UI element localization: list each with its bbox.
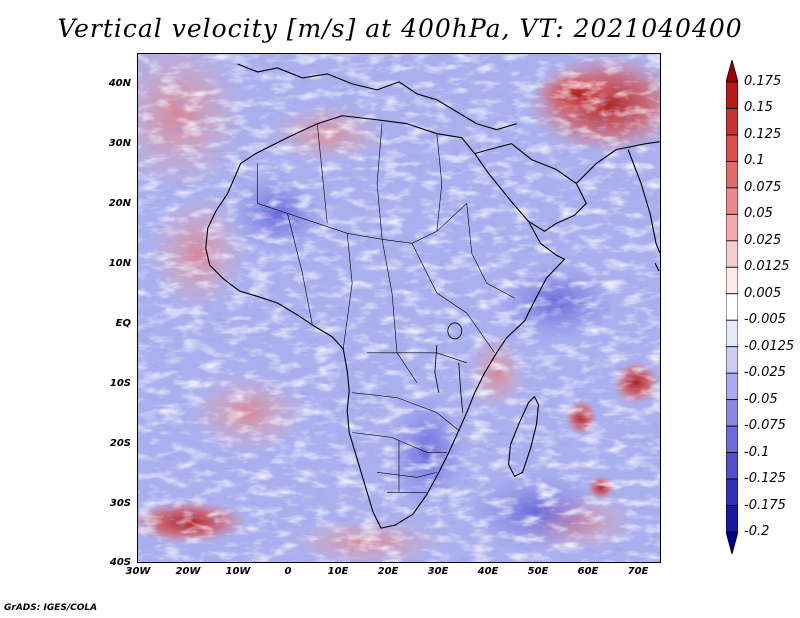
lat-label-40s: 40S: [109, 557, 131, 568]
lon-label-30e: 30E: [427, 566, 449, 577]
colorbar-label: -0.005: [744, 312, 786, 328]
colorbar-label: -0.025: [744, 365, 786, 381]
lon-label-10e: 10E: [327, 566, 349, 577]
chart-title: Vertical velocity [m/s] at 400hPa, VT: 2…: [57, 14, 743, 43]
lat-label-30s: 30S: [109, 498, 131, 509]
colorbar-segment: [726, 319, 738, 348]
colorbar-label: 0.05: [744, 206, 773, 222]
colorbar-segment: [726, 240, 738, 268]
coastlines: [205, 63, 660, 529]
colorbar-segment: [726, 505, 738, 533]
colorbar-segment: [726, 266, 738, 295]
colorbar-label: -0.2: [744, 524, 770, 539]
colorbar-segment: [726, 81, 738, 109]
colorbar-segment: [726, 187, 738, 215]
africa-coastline: [205, 115, 565, 529]
colorbar-top-arrow: [726, 60, 738, 83]
sri-lanka: [654, 262, 660, 272]
colorbar-label: -0.075: [744, 418, 786, 434]
colorbar-segment: [726, 372, 738, 401]
colorbar-label: 0.15: [744, 100, 773, 116]
colorbar-segments: [726, 60, 738, 554]
lat-label-40n: 40N: [108, 78, 131, 89]
colorbar-segment: [726, 478, 738, 506]
lat-label-eq: EQ: [115, 318, 131, 329]
grads-footer: GrADS: IGES/COLA: [4, 603, 98, 613]
map-plot-area[interactable]: [137, 53, 661, 563]
lat-label-10s: 10S: [109, 378, 131, 389]
colorbar-segment: [726, 346, 738, 374]
colorbar-segment: [726, 213, 738, 242]
india-coastline: [627, 149, 660, 254]
lat-label-20s: 20S: [109, 438, 131, 449]
colorbar-bottom-arrow: [726, 531, 738, 554]
lon-label-50e: 50E: [527, 566, 549, 577]
colorbar-label: -0.175: [744, 497, 786, 513]
velocity-field-map: [138, 54, 660, 562]
colorbar-label: -0.0125: [744, 338, 795, 354]
colorbar-segment: [726, 161, 738, 189]
colorbar-segment: [726, 399, 738, 427]
colorbar-label: 0.025: [744, 232, 782, 248]
colorbar-segment: [726, 452, 738, 480]
europe-coastline: [237, 63, 517, 131]
madagascar-coastline: [508, 396, 540, 477]
lat-label-20n: 20N: [108, 198, 131, 209]
colorbar-label: 0.125: [744, 126, 782, 142]
lon-label-40e: 40E: [477, 566, 499, 577]
country-borders: [257, 123, 515, 493]
lon-label-20e: 20E: [377, 566, 399, 577]
lon-label-20w: 20W: [175, 566, 201, 577]
lon-label-10w: 10W: [225, 566, 251, 577]
colorbar-segment: [726, 425, 738, 453]
lon-label-70e: 70E: [627, 566, 649, 577]
colorbar-label: 0.0125: [744, 259, 790, 275]
colorbar-label: -0.05: [744, 391, 778, 407]
colorbar-label: -0.125: [744, 471, 786, 487]
colorbar-label: 0.075: [744, 179, 782, 195]
lon-label-0: 0: [284, 566, 292, 577]
lat-label-30n: 30N: [108, 138, 131, 149]
colorbar-segment: [726, 293, 738, 321]
lon-label-30w: 30W: [125, 566, 151, 577]
colorbar: [726, 60, 738, 554]
colorbar-label: 0.1: [744, 153, 765, 169]
colorbar-label: 0.005: [744, 285, 782, 301]
colorbar-label: -0.1: [744, 444, 770, 460]
lat-label-10n: 10N: [108, 258, 131, 269]
colorbar-segment: [726, 134, 738, 162]
colorbar-segment: [726, 108, 738, 136]
colorbar-label: 0.175: [744, 74, 782, 89]
lakes: [434, 322, 464, 413]
lon-label-60e: 60E: [577, 566, 599, 577]
asia-coastline: [575, 141, 660, 184]
